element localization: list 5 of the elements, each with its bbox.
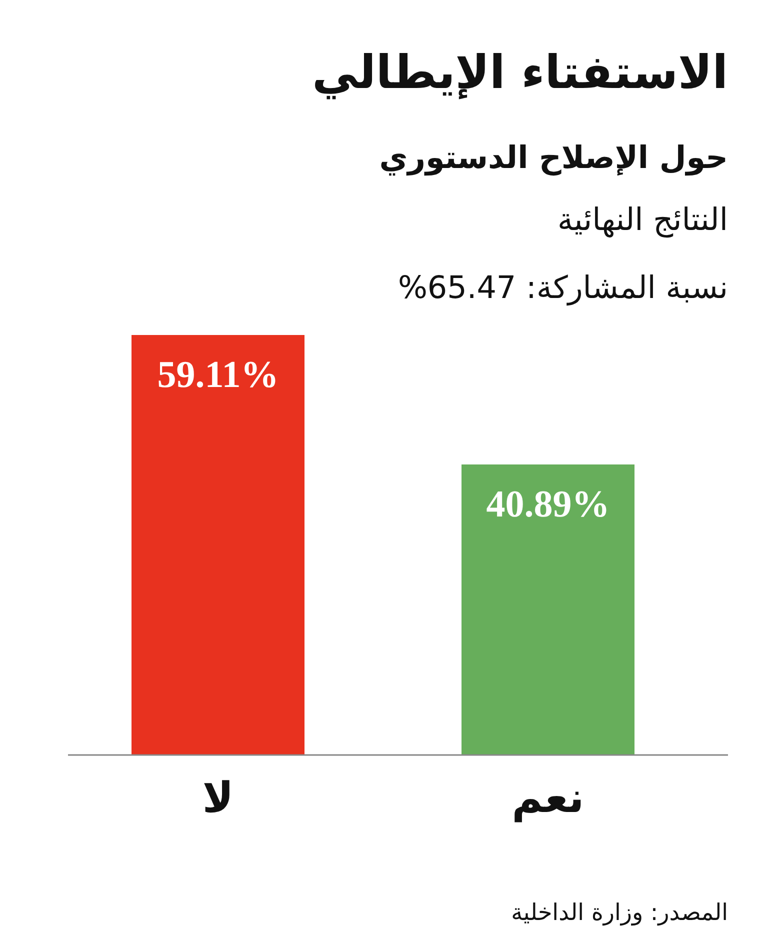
subtitle: حول الإصلاح الدستوري (379, 140, 728, 176)
annotation: النتائج النهائية (558, 202, 728, 238)
annotation: نسبة المشاركة: 65.47% (398, 270, 728, 306)
annotation: المصدر: وزارة الداخلية (511, 900, 728, 926)
title: الاستفتاء الإيطالي (312, 45, 728, 99)
